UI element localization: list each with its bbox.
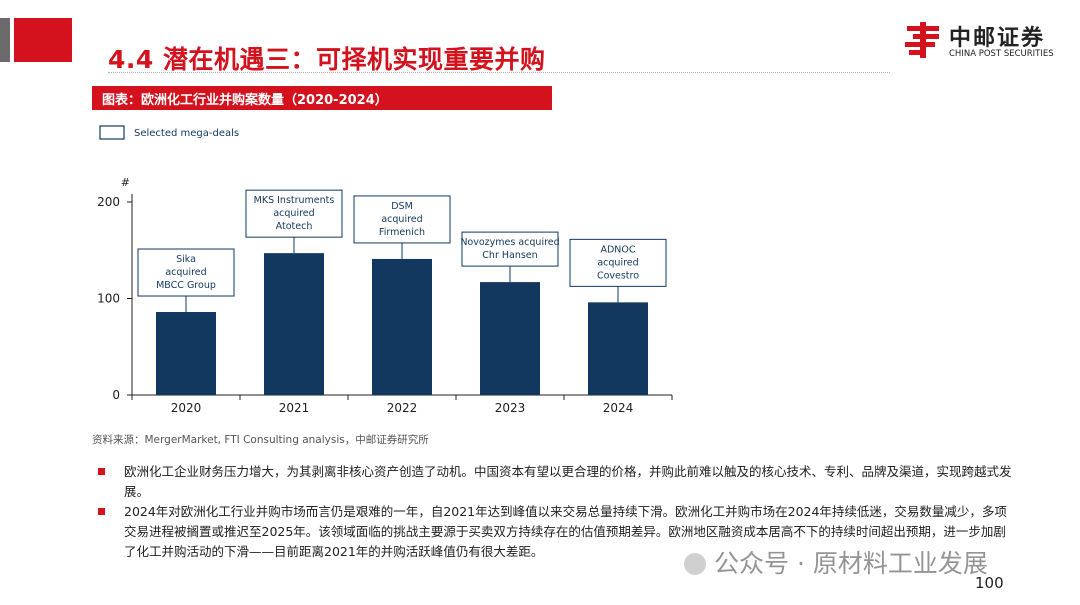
annotation-text: Firmenich (379, 227, 425, 238)
annotation-box (461, 231, 559, 267)
bullet-square-icon (98, 468, 105, 475)
x-tick-label: 2021 (279, 401, 310, 415)
annotation-text: acquired (273, 208, 314, 219)
corner-gray-block (0, 18, 10, 62)
y-tick-label: 100 (97, 292, 120, 306)
y-axis-label: # (121, 176, 130, 189)
x-tick-label: 2022 (387, 401, 418, 415)
title-divider (108, 72, 890, 73)
wechat-icon (684, 553, 706, 575)
watermark-text: 公众号 · 原材料工业发展 (714, 549, 988, 578)
bar (480, 282, 540, 395)
annotation-box (353, 195, 451, 244)
figure-caption-bar: 图表：欧洲化工行业并购案数量（2020-2024） (92, 86, 552, 110)
china-post-logo-icon (905, 22, 939, 58)
logo-english-name: CHINA POST SECURITIES (949, 49, 1054, 59)
annotation-text: Chr Hansen (482, 250, 537, 261)
annotation-text: MKS Instruments (254, 195, 335, 206)
watermark: 公众号 · 原材料工业发展 (684, 544, 988, 580)
annotation-text: DSM (391, 201, 413, 212)
y-tick-label: 0 (112, 388, 120, 402)
x-tick-label: 2020 (171, 401, 202, 415)
bar-chart: Selected mega-deals #0 100 200 2020 Sika acqui… (97, 125, 673, 415)
x-tick-label: 2023 (495, 401, 526, 415)
annotation-text: acquired (381, 214, 422, 225)
annotation-text: MBCC Group (156, 280, 216, 291)
bullet-list: 欧洲化工企业财务压力增大，为其剥离非核心资产创造了动机。中国资本有望以更合理的价… (98, 462, 1018, 562)
figure-caption: 图表：欧洲化工行业并购案数量（2020-2024） (102, 93, 388, 108)
annotation-text: Sika (176, 254, 196, 265)
source-note: 资料来源：MergerMarket, FTI Consulting analys… (92, 434, 429, 446)
x-tick-label: 2024 (603, 401, 634, 415)
annotation-box (137, 248, 235, 297)
bar (372, 258, 432, 395)
annotation-text: Novozymes acquired (460, 237, 559, 248)
bar (264, 253, 324, 395)
legend-swatch (99, 125, 125, 140)
legend-label: Selected mega-deals (134, 128, 239, 139)
annotation-text: acquired (165, 267, 206, 278)
company-logo: 中邮证券 CHINA POST SECURITIES (903, 20, 1073, 62)
bullet-item: 2024年对欧洲化工行业并购市场而言仍是艰难的一年，自2021年达到峰值以来交易… (98, 502, 1018, 562)
page-title: 4.4 潜在机遇三：可择机实现重要并购 (108, 45, 546, 74)
annotation-text: ADNOC (600, 244, 635, 255)
annotation-text: Atotech (276, 221, 313, 232)
corner-red-block (14, 18, 72, 62)
page-number: 100 (975, 574, 1004, 592)
annotation-box (245, 189, 343, 238)
bar (156, 312, 216, 395)
bullet-item: 欧洲化工企业财务压力增大，为其剥离非核心资产创造了动机。中国资本有望以更合理的价… (98, 462, 1018, 502)
bullet-square-icon (98, 508, 105, 515)
annotation-text: acquired (597, 257, 638, 268)
bullet-text: 2024年对欧洲化工行业并购市场而言仍是艰难的一年，自2021年达到峰值以来交易… (124, 504, 1007, 559)
y-tick-label: 200 (97, 195, 120, 209)
bar (588, 302, 648, 395)
bullet-text: 欧洲化工企业财务压力增大，为其剥离非核心资产创造了动机。中国资本有望以更合理的价… (124, 464, 1012, 499)
annotation-text: Covestro (597, 270, 639, 281)
logo-chinese-name: 中邮证券 (949, 26, 1046, 51)
annotation-box (569, 238, 667, 287)
